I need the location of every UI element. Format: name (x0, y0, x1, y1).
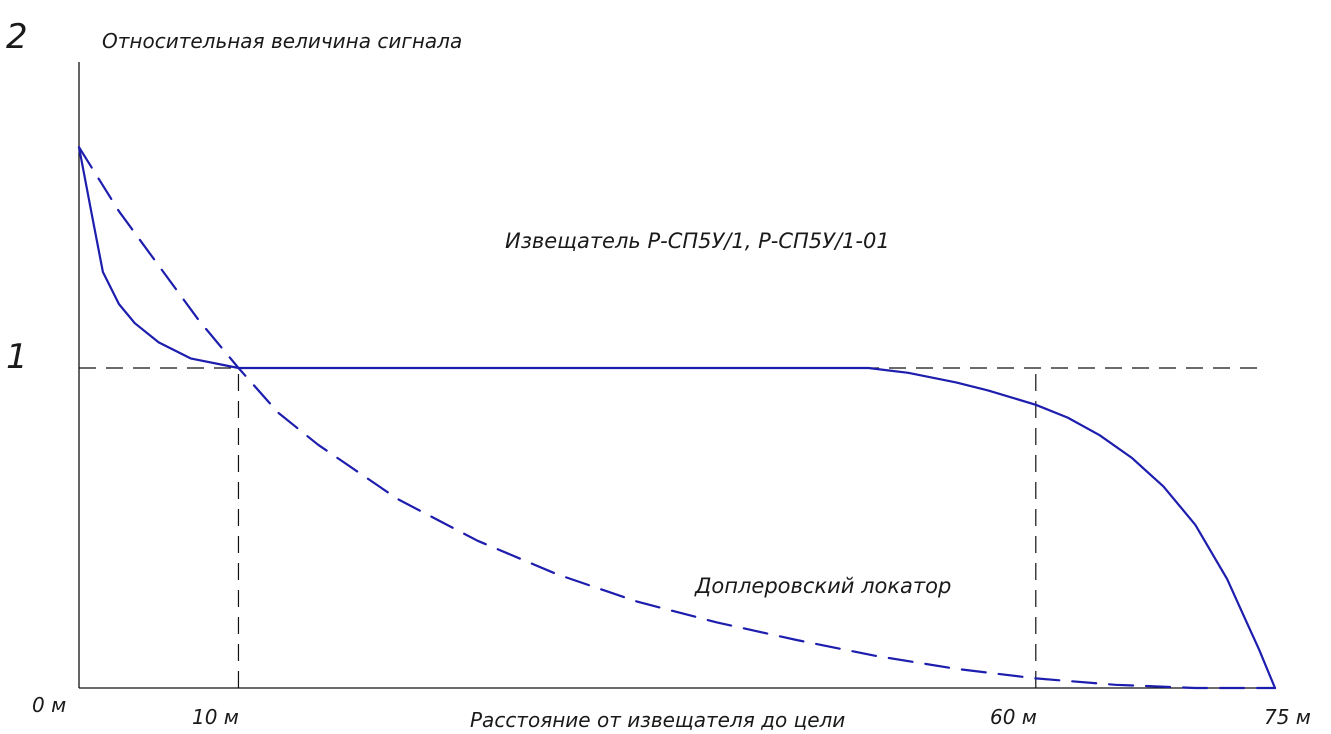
axes (78, 62, 1275, 689)
x-axis-label: Расстояние от извещателя до цели (470, 708, 845, 732)
series-line-doppler (77, 146, 1277, 690)
annotation-doppler: Доплеровский локатор (694, 574, 951, 598)
series-group (77, 146, 1277, 690)
series-line-izveshchatel (77, 146, 1277, 690)
reference-lines (79, 367, 1265, 688)
annotation-izveshchatel: Извещатель Р-СП5У/1, Р-СП5У/1-01 (505, 229, 890, 253)
x-tick-label-75: 75 м (1264, 705, 1311, 729)
x-tick-label-0: 0 м (32, 693, 66, 717)
x-tick-label-60: 60 м (990, 705, 1037, 729)
y-tick-label-1: 1 (6, 337, 28, 377)
y-tick-label-2: 2 (6, 17, 28, 57)
x-tick-label-10: 10 м (192, 705, 239, 729)
y-axis-label: Относительная величина сигнала (102, 29, 462, 53)
